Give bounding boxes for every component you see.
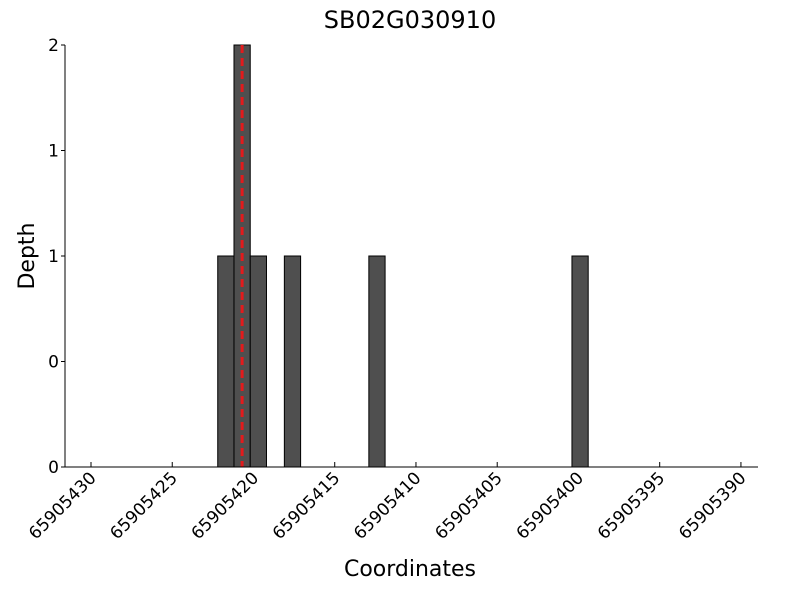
bar bbox=[571, 255, 589, 468]
x-tick-label: 65905410 bbox=[350, 468, 425, 543]
bar bbox=[217, 255, 235, 468]
y-axis-label: Depth bbox=[15, 222, 40, 289]
y-tick-label: 1 bbox=[48, 247, 59, 267]
x-tick-label: 65905425 bbox=[106, 468, 181, 543]
x-tick-label: 65905405 bbox=[431, 468, 506, 543]
x-tick-label: 65905395 bbox=[594, 468, 669, 543]
bar bbox=[368, 255, 386, 468]
y-tick-label: 0 bbox=[48, 458, 59, 478]
x-tick-label: 65905420 bbox=[188, 468, 263, 543]
bar bbox=[283, 255, 302, 468]
x-tick-label: 65905400 bbox=[513, 468, 588, 543]
x-tick-label: 65905390 bbox=[675, 468, 750, 543]
x-axis-label: Coordinates bbox=[344, 557, 476, 582]
x-tick-label: 65905430 bbox=[25, 468, 100, 543]
bar bbox=[249, 255, 267, 468]
chart-title: SB02G030910 bbox=[324, 6, 496, 34]
y-tick-label: 1 bbox=[48, 142, 59, 162]
x-tick-label: 65905415 bbox=[269, 468, 344, 543]
y-tick-label: 0 bbox=[48, 353, 59, 373]
y-tick-label: 2 bbox=[48, 36, 59, 56]
